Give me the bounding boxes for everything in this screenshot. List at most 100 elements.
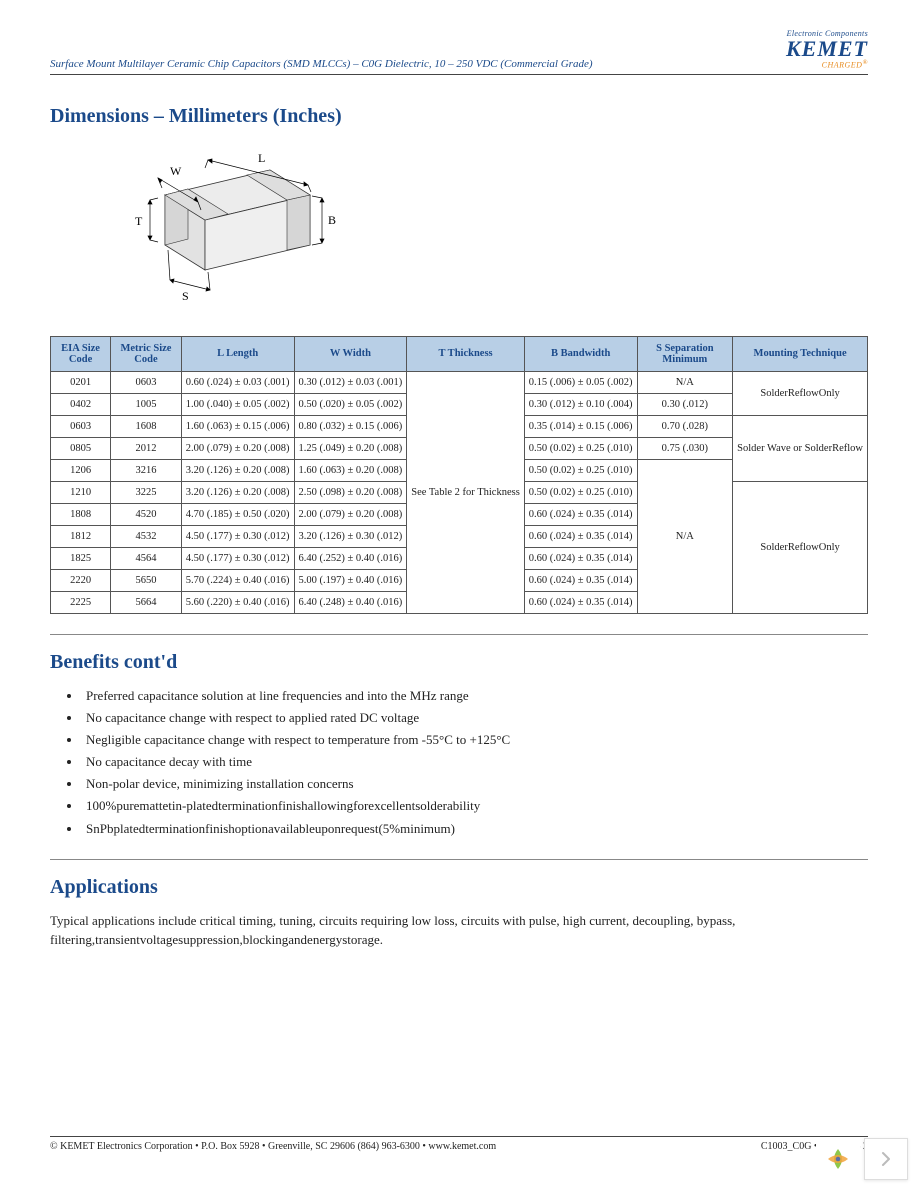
benefit-item: Preferred capacitance solution at line f… (82, 686, 868, 706)
diagram-label-b: B (328, 213, 336, 227)
chip-diagram: W L T S B (80, 140, 868, 320)
cell-length: 1.60 (.063) ± 0.15 (.006) (181, 415, 294, 437)
cell-eia: 0603 (51, 415, 111, 437)
cell-eia: 2220 (51, 569, 111, 591)
header-description: Surface Mount Multilayer Ceramic Chip Ca… (50, 58, 593, 70)
cell-separation: 0.70 (.028) (637, 415, 733, 437)
cell-width: 0.50 (.020) ± 0.05 (.002) (294, 393, 407, 415)
cell-width: 5.00 (.197) ± 0.40 (.016) (294, 569, 407, 591)
logo-text: KEMET (786, 38, 868, 60)
cell-width: 1.25 (.049) ± 0.20 (.008) (294, 437, 407, 459)
cell-length: 4.70 (.185) ± 0.50 (.020) (181, 503, 294, 525)
cell-eia: 1808 (51, 503, 111, 525)
cell-bandwidth: 0.60 (.024) ± 0.35 (.014) (524, 503, 637, 525)
cell-width: 1.60 (.063) ± 0.20 (.008) (294, 459, 407, 481)
cell-metric: 4520 (111, 503, 182, 525)
dimensions-table: EIA Size Code Metric Size Code L Length … (50, 336, 868, 614)
th-length: L Length (181, 336, 294, 371)
divider (50, 634, 868, 635)
datasheet-page: Surface Mount Multilayer Ceramic Chip Ca… (0, 0, 918, 1188)
header-row: Surface Mount Multilayer Ceramic Chip Ca… (50, 30, 868, 75)
benefit-item: No capacitance decay with time (82, 752, 868, 772)
cell-length: 5.60 (.220) ± 0.40 (.016) (181, 591, 294, 613)
page-footer: © KEMET Electronics Corporation • P.O. B… (50, 1136, 868, 1152)
cell-bandwidth: 0.60 (.024) ± 0.35 (.014) (524, 525, 637, 547)
cell-metric: 1608 (111, 415, 182, 437)
applications-title: Applications (50, 876, 868, 899)
chevron-right-icon (881, 1151, 891, 1167)
cell-metric: 3225 (111, 481, 182, 503)
table-row: 020106030.60 (.024) ± 0.03 (.001)0.30 (.… (51, 371, 868, 393)
benefit-item: SnPbplatedterminationfinishoptionavailab… (82, 819, 868, 839)
cell-eia: 0805 (51, 437, 111, 459)
cell-bandwidth: 0.60 (.024) ± 0.35 (.014) (524, 591, 637, 613)
cell-width: 3.20 (.126) ± 0.30 (.012) (294, 525, 407, 547)
cell-metric: 1005 (111, 393, 182, 415)
diagram-label-w: W (170, 164, 182, 178)
cell-bandwidth: 0.60 (.024) ± 0.35 (.014) (524, 547, 637, 569)
cell-mounting: SolderReflowOnly (733, 371, 868, 415)
cell-eia: 0402 (51, 393, 111, 415)
widget-icon[interactable] (816, 1138, 860, 1180)
cell-bandwidth: 0.35 (.014) ± 0.15 (.006) (524, 415, 637, 437)
cell-width: 0.30 (.012) ± 0.03 (.001) (294, 371, 407, 393)
cell-eia: 1812 (51, 525, 111, 547)
cell-length: 5.70 (.224) ± 0.40 (.016) (181, 569, 294, 591)
cell-metric: 4564 (111, 547, 182, 569)
cell-metric: 3216 (111, 459, 182, 481)
cell-length: 0.60 (.024) ± 0.03 (.001) (181, 371, 294, 393)
benefit-item: No capacitance change with respect to ap… (82, 708, 868, 728)
th-eia: EIA Size Code (51, 336, 111, 371)
cell-width: 6.40 (.248) ± 0.40 (.016) (294, 591, 407, 613)
cell-separation: N/A (637, 371, 733, 393)
benefit-item: 100%puremattetin-platedterminationfinish… (82, 796, 868, 816)
cell-thickness: See Table 2 for Thickness (407, 371, 525, 613)
benefits-list: Preferred capacitance solution at line f… (68, 686, 868, 839)
th-separation: S Separation Minimum (637, 336, 733, 371)
cell-separation: 0.75 (.030) (637, 437, 733, 459)
cell-eia: 2225 (51, 591, 111, 613)
cell-bandwidth: 0.50 (0.02) ± 0.25 (.010) (524, 459, 637, 481)
cell-eia: 0201 (51, 371, 111, 393)
benefit-item: Negligible capacitance change with respe… (82, 730, 868, 750)
footer-left: © KEMET Electronics Corporation • P.O. B… (50, 1141, 496, 1152)
cell-length: 4.50 (.177) ± 0.30 (.012) (181, 547, 294, 569)
cell-metric: 4532 (111, 525, 182, 547)
th-metric: Metric Size Code (111, 336, 182, 371)
th-bandwidth: B Bandwidth (524, 336, 637, 371)
divider (50, 859, 868, 860)
th-thickness: T Thickness (407, 336, 525, 371)
cell-metric: 2012 (111, 437, 182, 459)
cell-bandwidth: 0.50 (0.02) ± 0.25 (.010) (524, 437, 637, 459)
dimensions-title: Dimensions – Millimeters (Inches) (50, 105, 868, 128)
cell-metric: 5664 (111, 591, 182, 613)
cell-width: 2.00 (.079) ± 0.20 (.008) (294, 503, 407, 525)
cell-metric: 5650 (111, 569, 182, 591)
cell-bandwidth: 0.30 (.012) ± 0.10 (.004) (524, 393, 637, 415)
cell-bandwidth: 0.60 (.024) ± 0.35 (.014) (524, 569, 637, 591)
benefit-item: Non-polar device, minimizing installatio… (82, 774, 868, 794)
cell-separation: 0.30 (.012) (637, 393, 733, 415)
th-mounting: Mounting Technique (733, 336, 868, 371)
cell-eia: 1206 (51, 459, 111, 481)
cell-bandwidth: 0.50 (0.02) ± 0.25 (.010) (524, 481, 637, 503)
cell-length: 2.00 (.079) ± 0.20 (.008) (181, 437, 294, 459)
applications-text: Typical applications include critical ti… (50, 911, 868, 950)
cell-width: 0.80 (.032) ± 0.15 (.006) (294, 415, 407, 437)
cell-length: 4.50 (.177) ± 0.30 (.012) (181, 525, 294, 547)
cell-width: 2.50 (.098) ± 0.20 (.008) (294, 481, 407, 503)
th-width: W Width (294, 336, 407, 371)
cell-length: 3.20 (.126) ± 0.20 (.008) (181, 459, 294, 481)
next-page-button[interactable] (864, 1138, 908, 1180)
cell-eia: 1210 (51, 481, 111, 503)
chip-diagram-svg: W L T S B (80, 140, 340, 315)
cell-width: 6.40 (.252) ± 0.40 (.016) (294, 547, 407, 569)
logo-subtext: CHARGED® (786, 60, 868, 70)
cell-mounting: SolderReflowOnly (733, 481, 868, 613)
cell-mounting: Solder Wave or SolderReflow (733, 415, 868, 481)
benefits-title: Benefits cont'd (50, 651, 868, 674)
cell-bandwidth: 0.15 (.006) ± 0.05 (.002) (524, 371, 637, 393)
brand-logo: Electronic Components KEMET CHARGED® (786, 30, 868, 70)
cell-metric: 0603 (111, 371, 182, 393)
cell-length: 1.00 (.040) ± 0.05 (.002) (181, 393, 294, 415)
